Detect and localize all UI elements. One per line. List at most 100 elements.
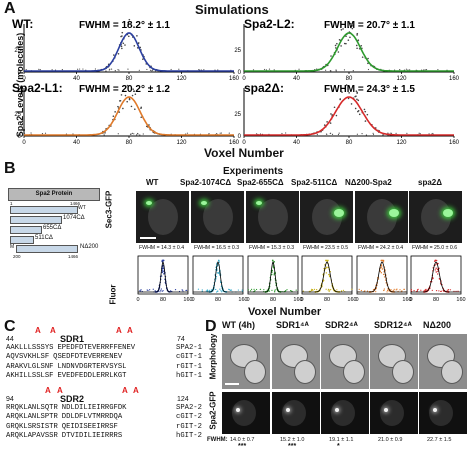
sim-point: [356, 32, 359, 35]
exp-point: [205, 290, 207, 292]
sim-point: [361, 56, 364, 58]
sdr2-title: SDR2: [60, 394, 85, 404]
gfp-signal: [146, 201, 152, 205]
spa2-signal: [236, 408, 240, 412]
exp-point: [437, 273, 439, 275]
sim-point: [198, 69, 200, 71]
sdr1-title: SDR1: [60, 334, 85, 344]
exp-point: [423, 290, 425, 292]
sim-point: [390, 132, 392, 134]
sim-point: [124, 44, 126, 46]
sim-fwhm: FWHM = 20.7° ± 1.1: [324, 20, 415, 31]
panel-a-title: Simulations: [195, 2, 269, 17]
d-significance-stars: ***: [288, 443, 297, 450]
sim-point: [336, 42, 338, 45]
sim-point: [340, 45, 342, 47]
seq-name: cGIT-2: [176, 413, 202, 422]
exp-plot-5: 0 80 160: [409, 255, 466, 303]
sim-point: [348, 85, 350, 88]
sdr1-mark-1: A: [35, 326, 41, 335]
exp-point: [271, 289, 273, 291]
exp-point: [274, 291, 276, 293]
sdr2-mark-2: A: [57, 386, 63, 395]
sim-point: [357, 99, 360, 102]
d-fwhm-value: 14.0 ± 0.7: [230, 437, 255, 443]
exp-point: [328, 275, 331, 278]
exp-point: [263, 289, 265, 291]
cell-body: [244, 360, 266, 384]
exp-point: [420, 289, 422, 291]
sim-point: [39, 69, 41, 71]
gfp-signal: [443, 209, 453, 217]
seq-part-1: ARQKLANLSPTR: [6, 413, 58, 422]
exp-fwhm: FWHM = 23.5 ± 0.5: [303, 245, 349, 251]
sim-point: [142, 133, 144, 135]
exp-point: [440, 290, 442, 292]
sim-point: [252, 69, 255, 71]
sec3-gfp-image: [409, 191, 462, 243]
exp-point: [366, 290, 369, 292]
sim-point: [356, 98, 358, 101]
sim-label: Spa2-L2:: [244, 17, 295, 31]
sim-point: [186, 132, 189, 134]
sim-point: [112, 54, 115, 56]
sim-point: [409, 69, 411, 71]
sim-point: [330, 113, 332, 115]
sim-point: [343, 42, 346, 45]
exp-point: [434, 259, 437, 262]
d-fwhm-label: FWHM:: [207, 437, 228, 443]
exp-point: [438, 290, 440, 292]
seq-name: rGIT-1: [176, 362, 202, 371]
sim-point: [281, 132, 283, 135]
exp-point: [154, 290, 156, 292]
exp-point: [241, 289, 243, 291]
d-significance-stars: ***: [238, 443, 247, 450]
x-tick-label: 40: [293, 76, 300, 82]
sim-point: [341, 91, 343, 93]
exp-point: [403, 288, 405, 290]
sim-point: [138, 69, 140, 71]
x-tick-label: 80: [126, 76, 133, 82]
sim-point: [406, 132, 408, 134]
y-tick-label: 25: [14, 48, 21, 54]
scale-bar: [225, 383, 239, 385]
morphology-image: [222, 334, 270, 389]
d-fwhm-value: 21.0 ± 0.9: [378, 437, 403, 443]
exp-point: [433, 260, 436, 262]
alignment-row: AKHILLSSLSF EVEDFEDDLERRLKGT hGIT-1: [6, 372, 202, 381]
exp-point: [342, 289, 345, 292]
sim-point: [337, 133, 340, 136]
exp-point: [206, 289, 208, 291]
construct-bar-655: [10, 226, 42, 234]
sim-point: [339, 98, 342, 100]
sim-point: [316, 133, 318, 136]
sim-point: [345, 84, 348, 86]
x-tick-label: 40: [293, 140, 300, 146]
x-tick-label: 160: [238, 297, 247, 303]
sim-point: [335, 114, 338, 117]
exp-point: [217, 290, 219, 292]
exp-point: [383, 288, 385, 290]
sdr1-start: 44: [6, 336, 14, 343]
x-tick-label: 120: [396, 140, 407, 146]
sim-point: [382, 134, 384, 136]
cell-body: [392, 360, 414, 384]
panel-c-letter: C: [4, 318, 16, 335]
exp-point: [360, 289, 362, 292]
exp-point: [217, 259, 220, 262]
sim-point: [350, 103, 353, 105]
sim-point: [268, 68, 271, 70]
seq-name: hGIT-1: [176, 371, 202, 380]
exp-point: [393, 288, 395, 290]
exp-point: [254, 290, 256, 292]
cell-shape: [421, 199, 451, 235]
exp-point: [295, 289, 297, 291]
seq-part-2: DTVIDILIEIRRRS: [61, 431, 123, 440]
alignment-row: GRQKLSRSISTR QEIDISEEIRRSF rGIT-2: [6, 423, 202, 432]
exp-point: [286, 289, 288, 291]
spa2-gfp-label: Spa2-GFP: [208, 391, 218, 430]
x-tick-label: 80: [324, 297, 330, 303]
d-fwhm-value: 19.1 ± 1.1: [329, 437, 354, 443]
sim-point: [140, 116, 142, 119]
